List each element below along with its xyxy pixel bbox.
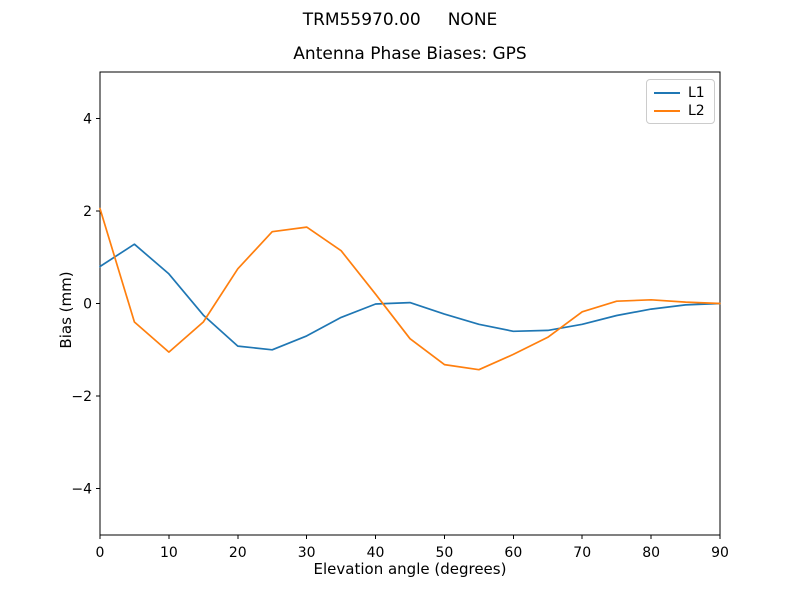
legend-line-swatch-l2 — [654, 110, 680, 112]
line-L1 — [99, 243, 721, 351]
x-tick-label-20: 20 — [229, 545, 247, 561]
x-tick-label-10: 10 — [160, 545, 178, 561]
x-tick-label-30: 30 — [298, 545, 316, 561]
x-axis-label: Elevation angle (degrees) — [313, 560, 507, 578]
y-tick-label-4: 4 — [83, 111, 92, 127]
x-tick-label-60: 60 — [504, 545, 522, 561]
legend-line-swatch-l1 — [654, 92, 680, 94]
y-tick-label-0: 0 — [83, 297, 92, 313]
x-tick-label-80: 80 — [642, 545, 660, 561]
figure-suptitle: TRM55970.00 NONE — [302, 10, 498, 30]
x-tick-label-0: 0 — [96, 545, 105, 561]
x-tick-label-40: 40 — [367, 545, 385, 561]
legend-label-l1: L1 — [688, 85, 705, 101]
line-L2 — [99, 207, 721, 371]
x-tick-label-90: 90 — [711, 545, 729, 561]
legend-item-l2: L2 — [654, 102, 707, 120]
y-tick-label--4: −4 — [71, 482, 92, 498]
legend-item-l1: L1 — [654, 84, 707, 102]
chart-title: Antenna Phase Biases: GPS — [293, 44, 527, 64]
x-tick-label-50: 50 — [436, 545, 454, 561]
x-tick-label-70: 70 — [573, 545, 591, 561]
legend-label-l2: L2 — [688, 103, 705, 119]
y-tick-label-2: 2 — [83, 204, 92, 220]
legend: L1 L2 — [646, 79, 715, 124]
y-axis-label: Bias (mm) — [57, 271, 75, 349]
y-tick-label--2: −2 — [71, 389, 92, 405]
